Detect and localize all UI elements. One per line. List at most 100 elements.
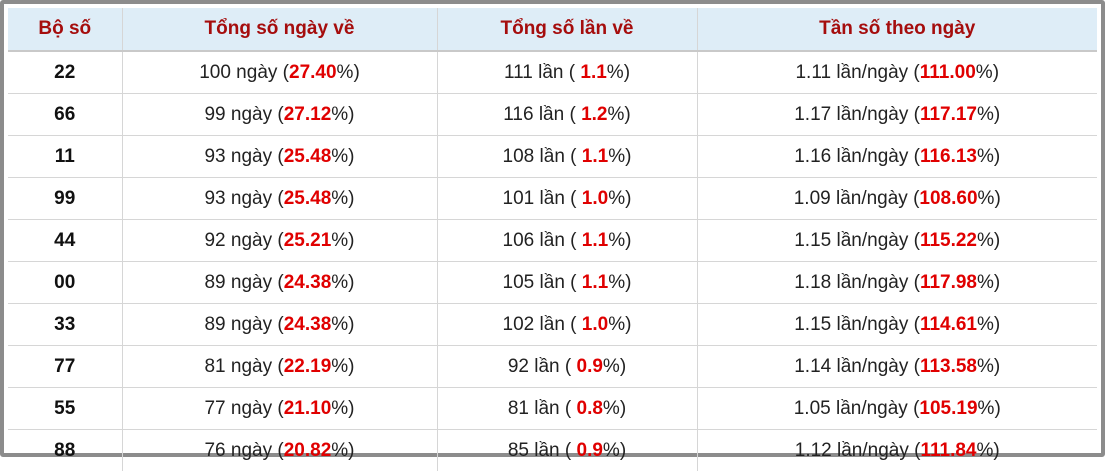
- table-cell: 1.11 lần/ngày (111.00%): [697, 51, 1097, 94]
- cell-text: %): [331, 440, 354, 461]
- highlight-value: 0.9: [577, 440, 603, 461]
- cell-text: %): [608, 230, 631, 251]
- highlight-value: 21.10: [284, 398, 332, 419]
- cell-text: %): [976, 62, 999, 83]
- cell-text: 92 ngày (: [204, 230, 283, 251]
- cell-text: %): [608, 188, 631, 209]
- cell-text: 76 ngày (: [204, 440, 283, 461]
- cell-text: 1.09 lần/ngày (: [794, 188, 920, 209]
- cell-text: 93 ngày (: [204, 188, 283, 209]
- cell-text: %): [608, 272, 631, 293]
- cell-text: 102 lần (: [503, 314, 582, 335]
- cell-text: %): [977, 230, 1000, 251]
- cell-text: 92 lần (: [508, 356, 577, 377]
- highlight-value: 25.48: [284, 146, 332, 167]
- cell-text: 111 lần (: [504, 62, 580, 83]
- highlight-value: 24.38: [284, 314, 332, 335]
- cell-text: 1.14 lần/ngày (: [794, 356, 920, 377]
- number-cell: 66: [8, 94, 122, 136]
- highlight-value: 27.12: [284, 104, 332, 125]
- number-cell: 00: [8, 262, 122, 304]
- table-frame: Bộ số Tổng số ngày về Tổng số lần về Tần…: [0, 0, 1105, 457]
- table-cell: 92 lần ( 0.9%): [437, 346, 697, 388]
- cell-text: %): [977, 146, 1000, 167]
- cell-text: 77 ngày (: [204, 398, 283, 419]
- table-cell: 1.16 lần/ngày (116.13%): [697, 136, 1097, 178]
- table-cell: 85 lần ( 0.9%): [437, 430, 697, 471]
- table-cell: 89 ngày (24.38%): [122, 262, 437, 304]
- table-cell: 1.05 lần/ngày (105.19%): [697, 388, 1097, 430]
- highlight-value: 22.19: [284, 356, 332, 377]
- table-cell: 111 lần ( 1.1%): [437, 51, 697, 94]
- table-cell: 1.15 lần/ngày (114.61%): [697, 304, 1097, 346]
- cell-text: %): [331, 314, 354, 335]
- table-cell: 1.18 lần/ngày (117.98%): [697, 262, 1097, 304]
- highlight-value: 114.61: [920, 314, 977, 335]
- cell-text: %): [603, 356, 626, 377]
- number-cell: 77: [8, 346, 122, 388]
- number-cell: 44: [8, 220, 122, 262]
- highlight-value: 116.13: [920, 146, 977, 167]
- number-cell: 33: [8, 304, 122, 346]
- cell-text: 106 lần (: [503, 230, 582, 251]
- table-cell: 102 lần ( 1.0%): [437, 304, 697, 346]
- cell-text: %): [608, 146, 631, 167]
- cell-text: %): [608, 104, 631, 125]
- table-cell: 76 ngày (20.82%): [122, 430, 437, 471]
- cell-text: 1.15 lần/ngày (: [794, 230, 920, 251]
- cell-text: 1.16 lần/ngày (: [794, 146, 920, 167]
- table-cell: 81 ngày (22.19%): [122, 346, 437, 388]
- number-cell: 55: [8, 388, 122, 430]
- cell-text: 1.17 lần/ngày (: [794, 104, 920, 125]
- cell-text: %): [977, 356, 1000, 377]
- cell-text: 81 lần (: [508, 398, 577, 419]
- highlight-value: 1.1: [580, 62, 606, 83]
- table-cell: 89 ngày (24.38%): [122, 304, 437, 346]
- table-cell: 100 ngày (27.40%): [122, 51, 437, 94]
- cell-text: 101 lần (: [503, 188, 582, 209]
- table-cell: 99 ngày (27.12%): [122, 94, 437, 136]
- highlight-value: 117.98: [920, 272, 977, 293]
- cell-text: %): [978, 188, 1001, 209]
- highlight-value: 1.0: [582, 314, 608, 335]
- table-cell: 1.12 lần/ngày (111.84%): [697, 430, 1097, 471]
- highlight-value: 0.8: [577, 398, 603, 419]
- cell-text: %): [977, 314, 1000, 335]
- table-cell: 93 ngày (25.48%): [122, 136, 437, 178]
- cell-text: 108 lần (: [503, 146, 582, 167]
- cell-text: 89 ngày (: [204, 272, 283, 293]
- table-cell: 1.15 lần/ngày (115.22%): [697, 220, 1097, 262]
- header-row: Bộ số Tổng số ngày về Tổng số lần về Tần…: [8, 8, 1097, 51]
- number-cell: 99: [8, 178, 122, 220]
- highlight-value: 111.00: [920, 62, 976, 83]
- table-cell: 92 ngày (25.21%): [122, 220, 437, 262]
- table-cell: 105 lần ( 1.1%): [437, 262, 697, 304]
- cell-text: %): [607, 62, 630, 83]
- cell-text: %): [331, 104, 354, 125]
- cell-text: %): [977, 272, 1000, 293]
- cell-text: %): [331, 398, 354, 419]
- cell-text: 1.05 lần/ngày (: [794, 398, 920, 419]
- highlight-value: 1.1: [582, 272, 608, 293]
- highlight-value: 115.22: [920, 230, 977, 251]
- stats-table: Bộ số Tổng số ngày về Tổng số lần về Tần…: [8, 8, 1097, 471]
- highlight-value: 1.2: [581, 104, 607, 125]
- header-cell: Tổng số ngày về: [122, 8, 437, 51]
- cell-text: %): [608, 314, 631, 335]
- cell-text: %): [978, 398, 1001, 419]
- cell-text: 105 lần (: [503, 272, 582, 293]
- highlight-value: 24.38: [284, 272, 332, 293]
- highlight-value: 105.19: [919, 398, 977, 419]
- cell-text: 93 ngày (: [204, 146, 283, 167]
- cell-text: %): [331, 230, 354, 251]
- table-cell: 106 lần ( 1.1%): [437, 220, 697, 262]
- cell-text: %): [331, 356, 354, 377]
- cell-text: %): [331, 272, 354, 293]
- highlight-value: 25.48: [284, 188, 332, 209]
- highlight-value: 117.17: [920, 104, 977, 125]
- cell-text: 85 lần (: [508, 440, 577, 461]
